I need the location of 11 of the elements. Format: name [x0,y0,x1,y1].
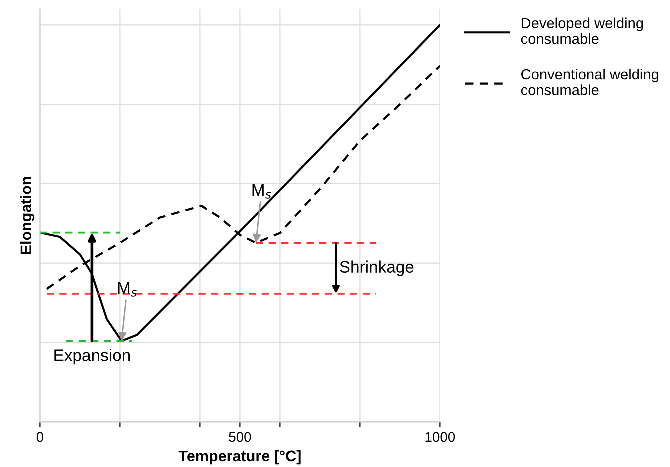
x-tick-label: 1000 [426,432,456,442]
legend-label: Conventional welding consumable [521,68,658,96]
x-tick-label: 500 [229,432,252,442]
annotation: Expansion [54,349,130,365]
annotation: M$_{s}$ [252,184,272,199]
x-axis-title: Temperature [°C] [178,450,301,465]
y-axis-title: Elongation [20,177,35,254]
legend-label: Developed welding consumable [521,18,644,44]
annotation: Shrinkage [340,260,414,276]
annotation: M$_{s}$ [118,282,137,297]
x-tick-label: 0 [36,432,44,442]
